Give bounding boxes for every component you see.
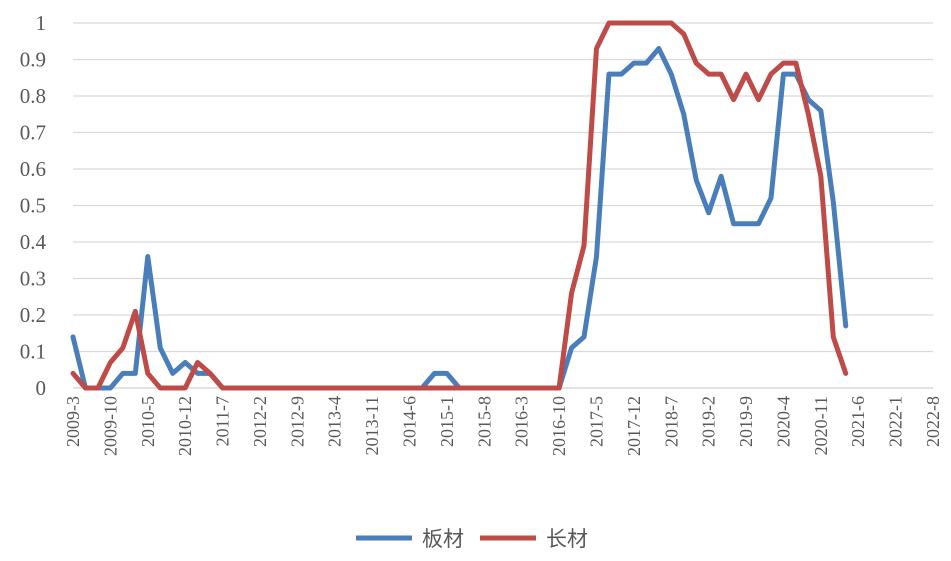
series-lines xyxy=(70,20,849,391)
legend: 板材 长材 xyxy=(356,527,588,551)
x-axis-tick-labels: 2009-3 2009-10 2010-5 2010-12 2011-7 2012-2 20… xyxy=(63,396,943,456)
x-tick-label: 2016-10 xyxy=(549,396,569,456)
y-tick-label: 0.5 xyxy=(20,194,46,218)
x-tick-label: 2017-12 xyxy=(624,396,644,456)
y-tick-label: 0.6 xyxy=(20,157,46,181)
y-tick-label: 1 xyxy=(36,11,47,35)
y-tick-label: 0.8 xyxy=(20,84,46,108)
x-tick-label: 2009-10 xyxy=(100,396,120,456)
legend-label-2: 长材 xyxy=(546,527,588,551)
y-tick-label: 0.1 xyxy=(20,340,46,364)
x-tick-label: 2014-6 xyxy=(400,396,420,447)
y-tick-label: 0.3 xyxy=(20,267,46,291)
y-tick-label: 0.4 xyxy=(20,230,47,254)
x-tick-label: 2013-4 xyxy=(325,396,345,447)
x-tick-label: 2021-6 xyxy=(848,396,868,447)
x-tick-label: 2011-7 xyxy=(213,396,233,446)
x-tick-label: 2022-1 xyxy=(886,396,906,447)
x-tick-label: 2022-8 xyxy=(923,396,943,447)
y-tick-label: 0 xyxy=(36,376,47,400)
x-tick-label: 2015-8 xyxy=(474,396,494,447)
y-tick-label: 0.2 xyxy=(20,303,46,327)
x-tick-label: 2010-12 xyxy=(175,396,195,456)
y-tick-label: 0.7 xyxy=(20,121,46,145)
y-tick-label: 0.9 xyxy=(20,48,46,72)
x-tick-label: 2018-7 xyxy=(661,396,681,447)
x-tick-label: 2012-9 xyxy=(287,396,307,447)
x-tick-label: 2012-2 xyxy=(250,396,270,447)
x-tick-label: 2020-11 xyxy=(811,396,831,455)
y-axis-tick-labels: 0 0.1 0.2 0.3 0.4 0.5 0.6 0.7 0.8 0.9 1 xyxy=(20,11,47,400)
legend-label-1: 板材 xyxy=(422,527,464,551)
x-tick-label: 2019-9 xyxy=(736,396,756,447)
series-line-2 xyxy=(70,20,849,391)
series-line-1 xyxy=(70,46,849,391)
x-tick-label: 2015-1 xyxy=(437,396,457,447)
x-tick-label: 2019-2 xyxy=(699,396,719,447)
x-tick-label: 2013-11 xyxy=(362,396,382,455)
x-tick-label: 2010-5 xyxy=(138,396,158,447)
x-tick-label: 2020-4 xyxy=(773,396,793,447)
x-tick-label: 2009-3 xyxy=(63,396,83,447)
x-tick-label: 2017-5 xyxy=(586,396,606,447)
x-tick-label: 2016-3 xyxy=(512,396,532,447)
grid-lines xyxy=(73,22,933,353)
